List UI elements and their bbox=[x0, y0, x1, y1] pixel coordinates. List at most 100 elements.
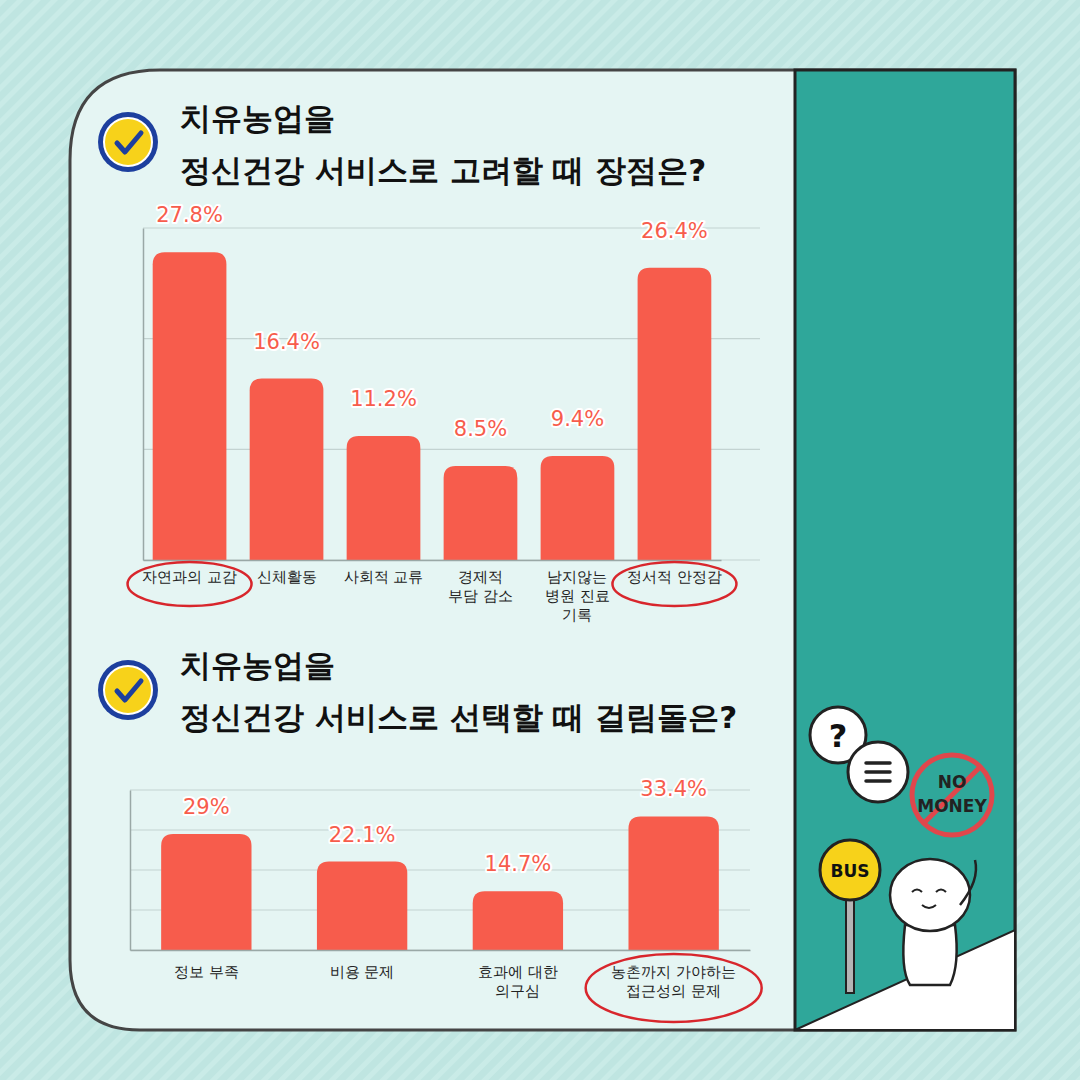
check-icon-face bbox=[104, 666, 152, 714]
data-label: 27.8% bbox=[156, 203, 223, 227]
data-label: 11.2% bbox=[350, 387, 417, 411]
check-icon-face bbox=[104, 118, 152, 166]
x-tick: 비용 문제 bbox=[330, 950, 395, 981]
canvas: 치유농업을정신건강 서비스로 고려할 때 장점은?자연과의 교감신체활동사회적 … bbox=[0, 0, 1080, 1080]
highlight-circle bbox=[612, 562, 736, 606]
x-tick-label-line: 정보 부족 bbox=[174, 963, 239, 981]
data-labels: 29% 22.1% 14.7% 33.4% bbox=[183, 777, 707, 876]
title-line: 치유농업을 bbox=[180, 647, 335, 683]
data-label: 14.7% bbox=[485, 852, 552, 876]
check-icon-ring bbox=[98, 660, 158, 720]
bar bbox=[347, 436, 421, 560]
grid bbox=[130, 790, 750, 950]
x-tick-label-line: 부담 감소 bbox=[448, 587, 513, 605]
bar bbox=[161, 834, 251, 950]
x-tick-label: 비용 문제 bbox=[330, 963, 395, 981]
title-line: 치유농업을 bbox=[180, 100, 335, 136]
y-axis-line bbox=[143, 229, 145, 561]
highlight-circle bbox=[586, 954, 762, 1022]
x-tick-label: 사회적 교류 bbox=[344, 568, 424, 586]
x-tick-label-line: 경제적 bbox=[458, 568, 503, 586]
bus-pole bbox=[846, 898, 854, 993]
x-tick-label: 효과에 대한의구심 bbox=[478, 963, 558, 1000]
highlight-circle bbox=[128, 562, 252, 606]
x-tick-label-line: 사회적 교류 bbox=[344, 568, 424, 586]
title: 치유농업을정신건강 서비스로 선택할 때 걸림돌은? bbox=[180, 647, 737, 735]
data-label: 8.5% bbox=[454, 417, 507, 441]
background bbox=[0, 0, 1080, 1080]
no-money-line: NO bbox=[938, 772, 967, 792]
bars bbox=[161, 816, 719, 950]
speech-line bbox=[866, 779, 890, 783]
title-line: 정신건강 서비스로 고려할 때 장점은? bbox=[180, 152, 706, 188]
x-tick-label: 남지않는병원 진료기록 bbox=[545, 568, 610, 624]
character-arm bbox=[960, 860, 976, 905]
y-axis bbox=[130, 791, 132, 951]
y-axis bbox=[143, 229, 145, 561]
bars bbox=[153, 252, 712, 560]
data-label: 29% bbox=[183, 795, 230, 819]
x-tick: 자연과의 교감 bbox=[142, 560, 237, 586]
x-tick-label-line: 기록 bbox=[562, 606, 592, 624]
x-tick-label: 경제적부담 감소 bbox=[448, 568, 513, 605]
x-axis: 자연과의 교감 신체활동 사회적 교류 경제적부담 감소 남지않는병원 진료기록 정서적 … bbox=[142, 560, 722, 624]
x-tick: 신체활동 bbox=[257, 560, 317, 586]
speech-bubble bbox=[848, 742, 908, 802]
data-label: 22.1% bbox=[329, 823, 396, 847]
x-tick-label-line: 접근성의 문제 bbox=[626, 982, 721, 1000]
check-icon-mark bbox=[117, 681, 141, 700]
x-axis-line bbox=[131, 950, 751, 952]
bar bbox=[444, 466, 518, 560]
check-icon bbox=[98, 660, 158, 720]
x-tick: 정서적 안정감 bbox=[627, 560, 722, 586]
grid bbox=[143, 228, 760, 560]
x-tick: 사회적 교류 bbox=[344, 560, 424, 586]
no-money-text: NO MONEY bbox=[917, 772, 987, 816]
x-tick-label-line: 농촌까지 가야하는 bbox=[611, 963, 736, 981]
x-tick-label-line: 신체활동 bbox=[257, 568, 317, 586]
illustration: ?NOMONEYBUS bbox=[810, 707, 992, 993]
x-tick-label: 신체활동 bbox=[257, 568, 317, 586]
card bbox=[70, 70, 1015, 1030]
x-tick-label: 정서적 안정감 bbox=[627, 568, 722, 586]
x-tick-label-line: 의구심 bbox=[495, 982, 540, 1000]
check-icon bbox=[98, 112, 158, 172]
data-label: 33.4% bbox=[640, 777, 707, 801]
x-axis-line bbox=[144, 560, 722, 562]
x-tick: 효과에 대한의구심 bbox=[478, 950, 558, 1000]
speech-line bbox=[866, 761, 890, 765]
x-tick-label-line: 정서적 안정감 bbox=[627, 568, 722, 586]
x-tick-label: 자연과의 교감 bbox=[142, 568, 237, 586]
question-mark: ? bbox=[829, 717, 848, 755]
x-tick-label: 정보 부족 bbox=[174, 963, 239, 981]
title-line: 정신건강 서비스로 선택할 때 걸림돌은? bbox=[180, 699, 737, 735]
data-label: 26.4% bbox=[641, 219, 708, 243]
chart: 치유농업을정신건강 서비스로 고려할 때 장점은? 자연과의 교감 신체활동 사회적 … bbox=[98, 100, 760, 624]
x-tick-label-line: 자연과의 교감 bbox=[142, 568, 237, 586]
bar bbox=[153, 252, 227, 560]
x-tick: 정보 부족 bbox=[174, 950, 239, 981]
x-axis: 정보 부족 비용 문제 효과에 대한의구심 농촌까지 가야하는접근성의 문제 bbox=[131, 950, 751, 1000]
data-label: 9.4% bbox=[551, 407, 604, 431]
bar bbox=[541, 456, 615, 560]
x-tick-label: 농촌까지 가야하는접근성의 문제 bbox=[611, 963, 736, 1000]
bar bbox=[638, 268, 712, 560]
x-tick: 경제적부담 감소 bbox=[448, 560, 513, 605]
bar bbox=[473, 891, 563, 950]
x-tick: 남지않는병원 진료기록 bbox=[545, 560, 610, 624]
character-body bbox=[903, 925, 956, 985]
bar bbox=[250, 379, 324, 560]
data-labels: 27.8% 16.4% 11.2% 8.5% 9.4% 26.4% bbox=[156, 203, 708, 441]
character-head bbox=[890, 859, 970, 931]
bar bbox=[628, 816, 718, 950]
page: 치유농업을정신건강 서비스로 고려할 때 장점은?자연과의 교감신체활동사회적 … bbox=[0, 0, 1080, 1080]
title: 치유농업을정신건강 서비스로 고려할 때 장점은? bbox=[180, 100, 706, 188]
data-label: 16.4% bbox=[253, 330, 320, 354]
y-axis-line bbox=[130, 791, 132, 951]
x-tick-label-line: 효과에 대한 bbox=[478, 963, 558, 981]
no-money-line: MONEY bbox=[917, 796, 987, 816]
check-icon-mark bbox=[117, 133, 141, 152]
no-sign-ring bbox=[912, 755, 992, 835]
speech-line bbox=[866, 770, 890, 774]
check-icon-ring bbox=[98, 112, 158, 172]
